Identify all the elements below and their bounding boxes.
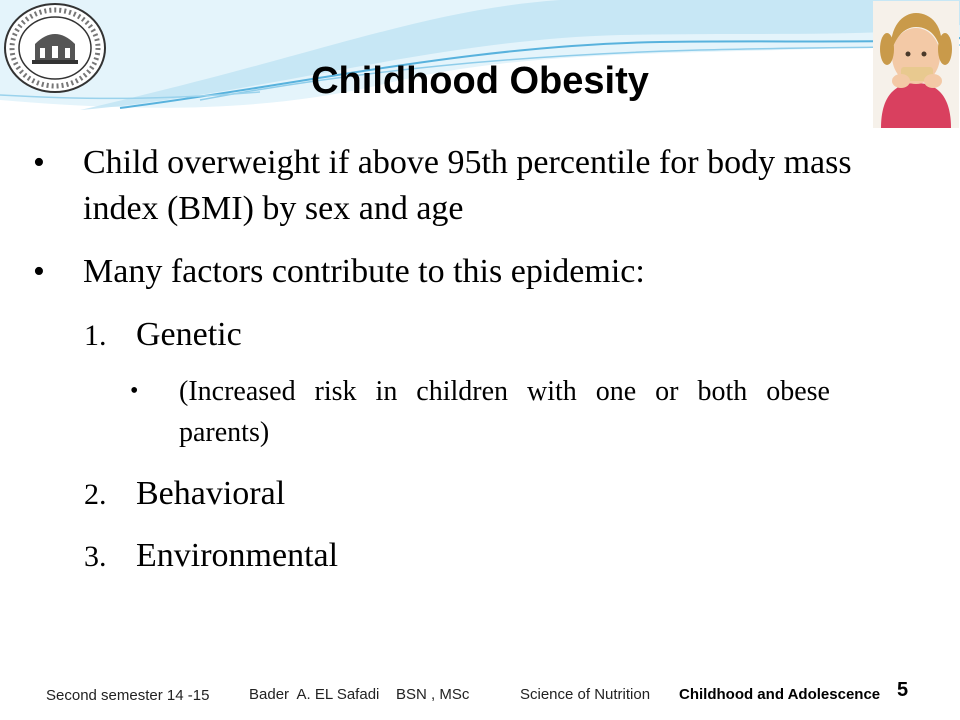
item-number: 2. <box>84 478 107 511</box>
item-number: 3. <box>84 540 107 573</box>
bullet-text: Many factors contribute to this epidemic… <box>83 253 645 290</box>
bullet-item: • Child overweight if above 95th percent… <box>33 140 893 232</box>
item-label: Genetic <box>136 316 242 353</box>
footer-topic: Childhood and Adolescence <box>679 686 881 703</box>
bullet-dot-icon: • <box>33 253 45 290</box>
footer-author: Bader A. EL Safadi BSN , MSc <box>249 686 470 703</box>
sub-bullet-item: • (Increased risk in children with one o… <box>130 371 830 453</box>
page-number: 5 <box>897 679 909 701</box>
bullet-item: • Many factors contribute to this epidem… <box>33 249 893 295</box>
item-label: Environmental <box>136 537 339 574</box>
header-wave-decoration <box>0 0 960 110</box>
numbered-item: 2. Behavioral <box>84 472 285 517</box>
sub-bullet-text: (Increased risk in children with one or … <box>179 376 830 448</box>
child-eating-photo-icon <box>873 1 959 128</box>
numbered-item: 3. Environmental <box>84 534 338 579</box>
bullet-dot-icon: • <box>33 144 45 181</box>
footer-course: Science of Nutrition <box>520 686 651 703</box>
university-seal-icon <box>4 3 106 93</box>
item-number: 1. <box>84 319 107 352</box>
sub-bullet-dot-icon: • <box>130 378 139 404</box>
footer-semester: Second semester 14 -15 <box>46 687 210 704</box>
bullet-text: Child overweight if above 95th percentil… <box>83 144 852 227</box>
slide-title: Childhood Obesity <box>311 60 649 102</box>
numbered-item: 1. Genetic <box>84 313 242 358</box>
item-label: Behavioral <box>136 475 286 512</box>
